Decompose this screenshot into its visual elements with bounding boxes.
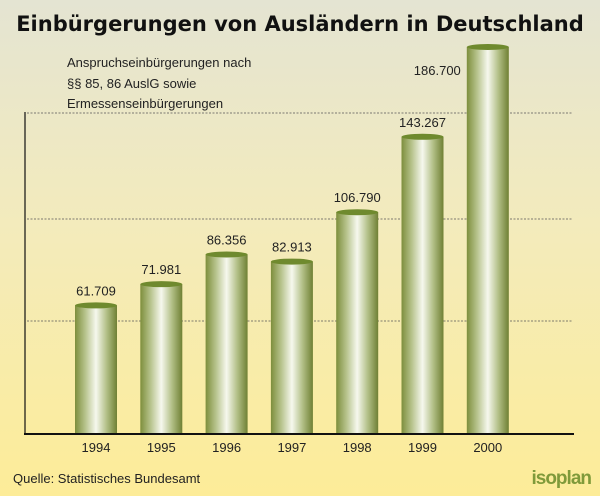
bar-body [401,136,444,433]
subtitle-line-2: §§ 85, 86 AuslG sowie [67,76,196,91]
bar-1999 [401,133,444,433]
x-tick-labels: 1994 1995 1996 1997 1998 1999 2000 [82,440,503,455]
bar-2000 [466,44,509,433]
value-label: 186.700 [414,63,461,78]
x-tick-label: 2000 [473,440,502,455]
bar-body [75,305,117,433]
x-tick-label: 1994 [82,440,111,455]
bar-body [336,212,379,433]
bar-top [75,302,117,309]
bar-top [205,251,248,258]
x-tick-label: 1998 [343,440,372,455]
value-label: 86.356 [207,232,247,247]
x-tick-label: 1995 [147,440,176,455]
bar-top [401,133,444,140]
x-tick-label: 1999 [408,440,437,455]
bar-body [270,261,313,433]
value-label: 71.981 [141,262,181,277]
bar-1995 [140,281,183,433]
svg-text:isoplan: isoplan [531,468,591,489]
bar-top [270,258,313,265]
chart-title: Einbürgerungen von Ausländern in Deutsch… [16,12,584,36]
value-label: 106.790 [334,190,381,205]
source-note: Quelle: Statistisches Bundesamt [13,471,201,486]
subtitle-line-3: Ermessenseinbürgerungen [67,96,223,111]
bar-1994 [75,302,117,433]
bar-top [140,281,183,288]
value-label: 61.709 [76,283,116,298]
x-tick-label: 1996 [212,440,241,455]
x-tick-label: 1997 [277,440,306,455]
bar-body [466,47,509,433]
subtitle-line-1: Anspruchseinbürgerungen nach [67,55,251,70]
bars: 61.709 71.981 86.356 82.913 106.790 143.267 18… [75,44,509,433]
bar-1996 [205,251,248,433]
isoplan-logo: isoplan [531,468,592,489]
bar-1998 [336,209,379,433]
bar-top [336,209,379,216]
bar-body [205,254,248,433]
bar-top [466,44,509,50]
value-label: 143.267 [399,115,446,130]
bar-1997 [270,258,313,433]
value-label: 82.913 [272,240,312,255]
bar-body [140,284,183,433]
